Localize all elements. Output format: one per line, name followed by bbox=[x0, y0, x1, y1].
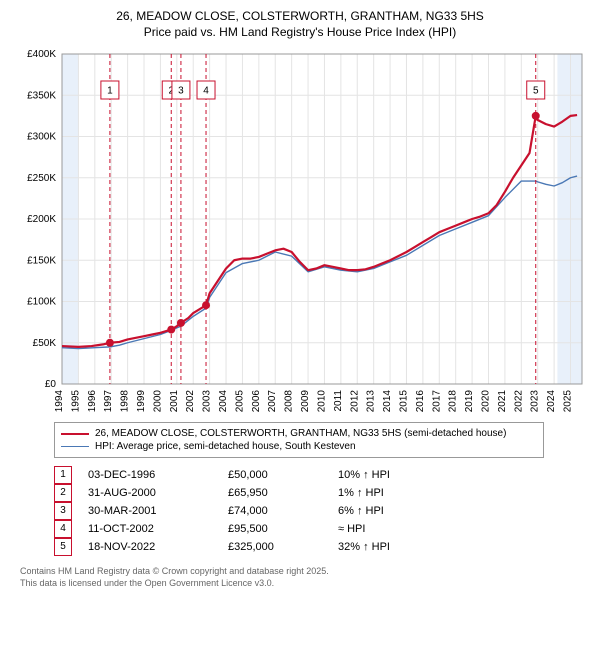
x-tick: 2020 bbox=[480, 390, 491, 413]
title-line2: Price paid vs. HM Land Registry's House … bbox=[10, 24, 590, 40]
x-tick: 2010 bbox=[316, 390, 327, 413]
x-tick: 2009 bbox=[300, 390, 311, 413]
svg-text:£250K: £250K bbox=[27, 173, 56, 184]
x-tick: 2004 bbox=[218, 390, 229, 413]
x-tick: 2017 bbox=[431, 390, 442, 413]
x-tick: 1996 bbox=[87, 390, 98, 413]
x-tick: 2025 bbox=[563, 390, 574, 413]
sale-pct: 1% ↑ HPI bbox=[338, 485, 438, 503]
svg-text:3: 3 bbox=[178, 86, 184, 97]
x-tick: 1994 bbox=[54, 390, 65, 413]
x-tick: 2023 bbox=[530, 390, 541, 413]
sales-table: 1 03-DEC-1996£50,00010% ↑ HPI 2 31-AUG-2000… bbox=[54, 466, 544, 556]
chart-title: 26, MEADOW CLOSE, COLSTERWORTH, GRANTHAM… bbox=[10, 8, 590, 40]
sale-price: £74,000 bbox=[228, 503, 338, 521]
sale-marker: 3 bbox=[54, 502, 72, 520]
sale-date: 30-MAR-2001 bbox=[88, 503, 228, 521]
x-tick: 2007 bbox=[267, 390, 278, 413]
x-tick: 2000 bbox=[152, 390, 163, 413]
x-tick: 2019 bbox=[464, 390, 475, 413]
sale-marker: 5 bbox=[54, 538, 72, 556]
svg-text:1: 1 bbox=[107, 86, 113, 97]
sale-price: £325,000 bbox=[228, 539, 338, 557]
sale-date: 11-OCT-2002 bbox=[88, 521, 228, 539]
x-tick: 2015 bbox=[398, 390, 409, 413]
x-tick: 2024 bbox=[546, 390, 557, 413]
x-tick: 2001 bbox=[169, 390, 180, 413]
x-tick: 1997 bbox=[103, 390, 114, 413]
sale-price: £95,500 bbox=[228, 521, 338, 539]
sale-price: £65,950 bbox=[228, 485, 338, 503]
sale-date: 18-NOV-2022 bbox=[88, 539, 228, 557]
svg-text:£300K: £300K bbox=[27, 132, 56, 143]
svg-text:£400K: £400K bbox=[27, 49, 56, 60]
x-tick: 2022 bbox=[513, 390, 524, 413]
legend-label: HPI: Average price, semi-detached house,… bbox=[95, 441, 356, 452]
svg-text:£100K: £100K bbox=[27, 297, 56, 308]
sales-row: 5 18-NOV-2022£325,00032% ↑ HPI bbox=[54, 538, 544, 556]
x-tick: 2002 bbox=[185, 390, 196, 413]
legend-item: 26, MEADOW CLOSE, COLSTERWORTH, GRANTHAM… bbox=[61, 427, 537, 440]
sale-price: £50,000 bbox=[228, 467, 338, 485]
x-tick: 2014 bbox=[382, 390, 393, 413]
x-tick: 1995 bbox=[70, 390, 81, 413]
svg-text:£0: £0 bbox=[45, 379, 57, 390]
sales-row: 4 11-OCT-2002£95,500≈ HPI bbox=[54, 520, 544, 538]
legend-label: 26, MEADOW CLOSE, COLSTERWORTH, GRANTHAM… bbox=[95, 428, 506, 439]
footer-line2: This data is licensed under the Open Gov… bbox=[20, 578, 590, 590]
sales-row: 3 30-MAR-2001£74,0006% ↑ HPI bbox=[54, 502, 544, 520]
x-tick: 2012 bbox=[349, 390, 360, 413]
x-tick: 2003 bbox=[202, 390, 213, 413]
sale-marker: 1 bbox=[54, 466, 72, 484]
x-tick: 1998 bbox=[120, 390, 131, 413]
legend-swatch bbox=[61, 446, 89, 447]
x-tick: 2021 bbox=[497, 390, 508, 413]
sale-pct: ≈ HPI bbox=[338, 521, 438, 539]
sale-marker: 2 bbox=[54, 484, 72, 502]
legend-item: HPI: Average price, semi-detached house,… bbox=[61, 440, 537, 453]
x-tick: 2011 bbox=[333, 390, 344, 412]
title-line1: 26, MEADOW CLOSE, COLSTERWORTH, GRANTHAM… bbox=[10, 8, 590, 24]
x-tick: 2016 bbox=[415, 390, 426, 413]
svg-text:5: 5 bbox=[533, 86, 539, 97]
svg-text:£150K: £150K bbox=[27, 256, 56, 267]
sales-row: 2 31-AUG-2000£65,9501% ↑ HPI bbox=[54, 484, 544, 502]
x-tick: 2006 bbox=[251, 390, 262, 413]
legend-swatch bbox=[61, 433, 89, 435]
svg-text:4: 4 bbox=[203, 86, 209, 97]
x-tick: 1999 bbox=[136, 390, 147, 413]
svg-text:£350K: £350K bbox=[27, 91, 56, 102]
sales-row: 1 03-DEC-1996£50,00010% ↑ HPI bbox=[54, 466, 544, 484]
sale-date: 31-AUG-2000 bbox=[88, 485, 228, 503]
sale-pct: 10% ↑ HPI bbox=[338, 467, 438, 485]
legend: 26, MEADOW CLOSE, COLSTERWORTH, GRANTHAM… bbox=[54, 422, 544, 458]
svg-text:£50K: £50K bbox=[33, 338, 57, 349]
sale-pct: 6% ↑ HPI bbox=[338, 503, 438, 521]
x-tick: 2005 bbox=[234, 390, 245, 413]
footer-line1: Contains HM Land Registry data © Crown c… bbox=[20, 566, 590, 578]
footer: Contains HM Land Registry data © Crown c… bbox=[20, 566, 590, 589]
x-tick: 2013 bbox=[366, 390, 377, 413]
sale-marker: 4 bbox=[54, 520, 72, 538]
x-tick: 2018 bbox=[448, 390, 459, 413]
sale-pct: 32% ↑ HPI bbox=[338, 539, 438, 557]
svg-text:£200K: £200K bbox=[27, 214, 56, 225]
x-tick: 2008 bbox=[284, 390, 295, 413]
sale-date: 03-DEC-1996 bbox=[88, 467, 228, 485]
price-chart: £0 £50K £100K £150K £200K £250K £300K £350K £400… bbox=[10, 46, 590, 416]
